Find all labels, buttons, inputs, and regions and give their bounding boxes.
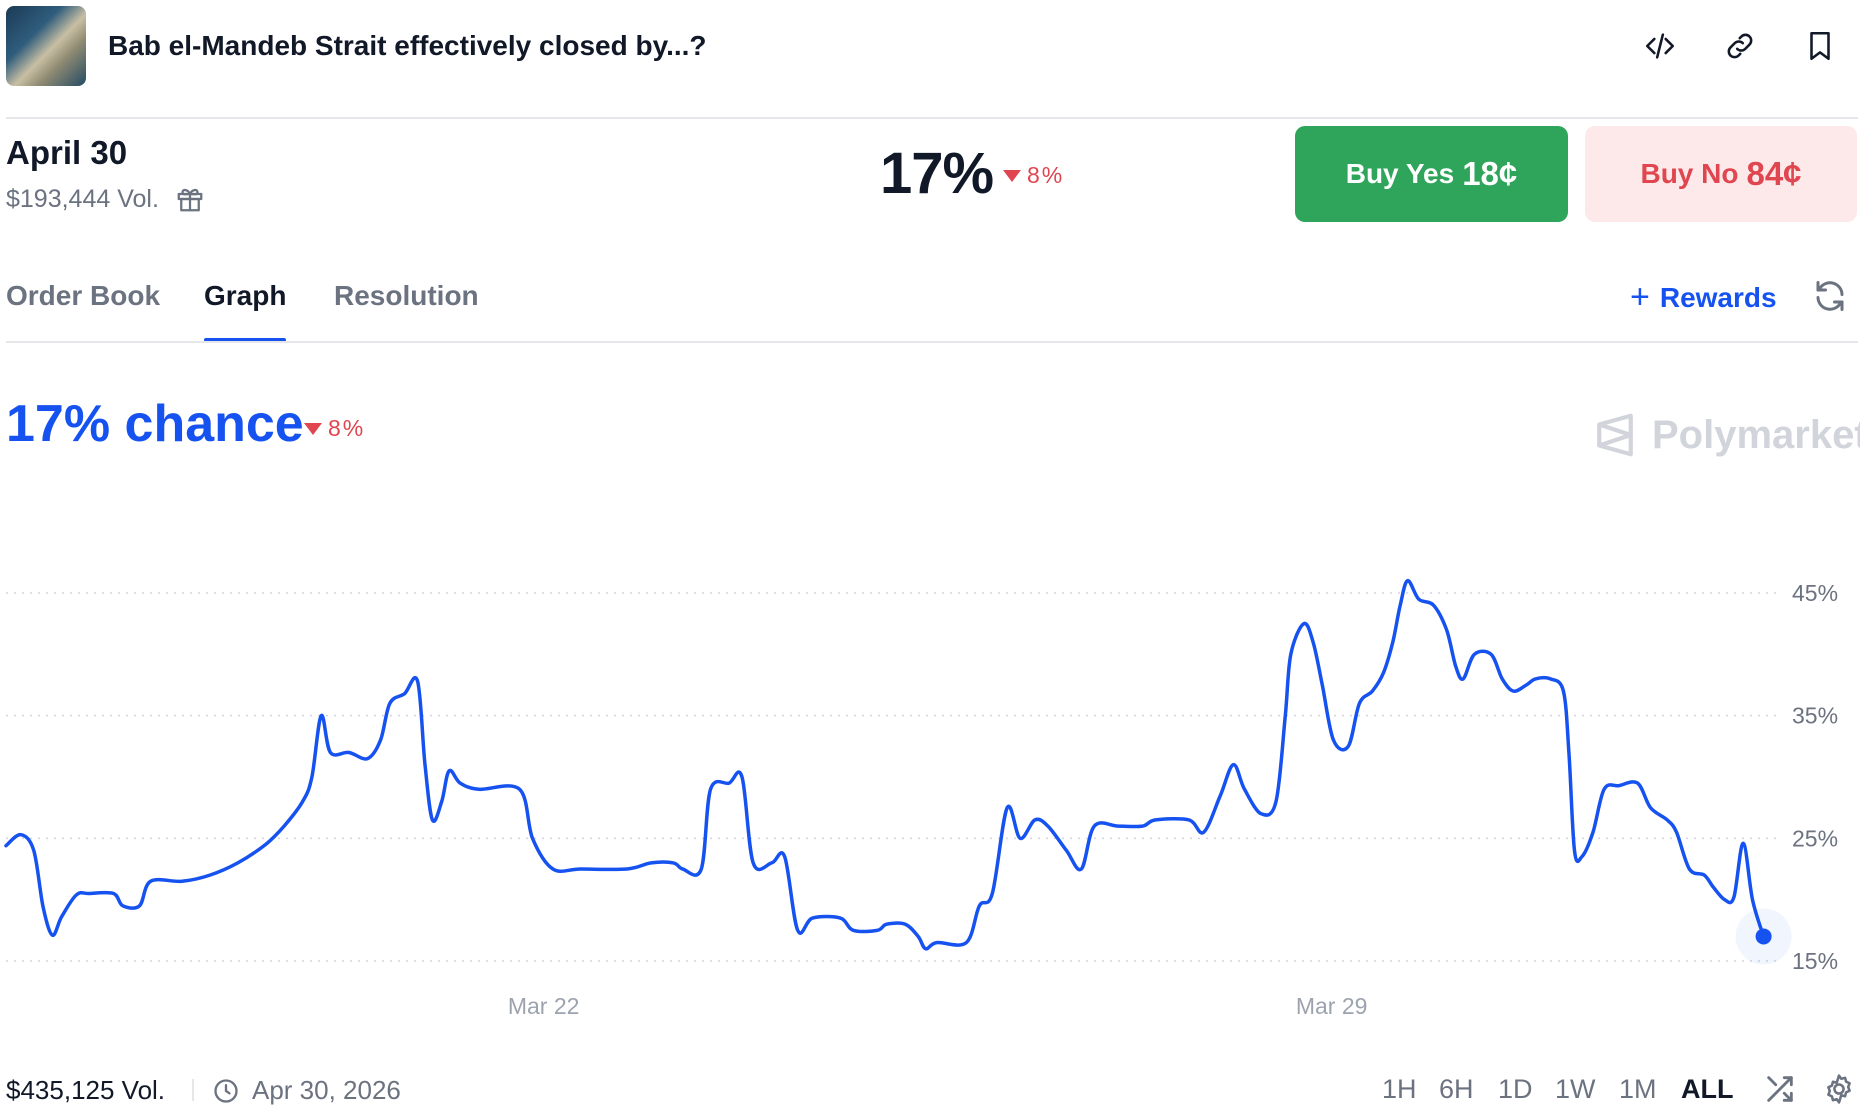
- market-title[interactable]: Bab el-Mandeb Strait effectively closed …: [108, 30, 707, 61]
- link-icon[interactable]: [1720, 26, 1760, 66]
- range-1h[interactable]: 1H: [1382, 1074, 1417, 1104]
- buy-no-price: 84¢: [1746, 155, 1802, 192]
- buy-no-button[interactable]: Buy No 84¢: [1585, 126, 1857, 222]
- settings-gear-icon[interactable]: [1822, 1072, 1856, 1106]
- header-divider: [6, 117, 1858, 119]
- chance-change-text: 8%: [328, 415, 366, 441]
- outcome-volume: $193,444 Vol.: [6, 184, 205, 214]
- y-tick-label: 25%: [1792, 825, 1838, 851]
- chance-change: 8%: [304, 415, 365, 442]
- y-tick-label: 45%: [1792, 580, 1838, 606]
- x-tick-label: Mar 22: [508, 993, 580, 1019]
- y-tick-label: 35%: [1792, 703, 1838, 729]
- range-6h[interactable]: 6H: [1439, 1074, 1474, 1104]
- footer-separator: [192, 1079, 194, 1101]
- active-tab-indicator: [204, 338, 286, 342]
- chance-heading: 17% chance: [6, 395, 304, 453]
- probability-change: 8%: [1003, 162, 1064, 189]
- x-tick-label: Mar 29: [1296, 993, 1368, 1019]
- buy-yes-price: 18¢: [1462, 155, 1518, 192]
- shuffle-icon[interactable]: [1763, 1072, 1797, 1106]
- tab-graph[interactable]: Graph: [204, 280, 287, 311]
- embed-icon[interactable]: [1640, 26, 1680, 66]
- tab-resolution[interactable]: Resolution: [334, 280, 479, 311]
- market-thumbnail: [6, 6, 86, 86]
- polymarket-wordmark: Polymarket: [1652, 412, 1860, 457]
- tab-order-book[interactable]: Order Book: [6, 280, 161, 311]
- rewards-label: Rewards: [1659, 281, 1777, 313]
- refresh-icon[interactable]: [1812, 278, 1848, 314]
- end-date-text: Apr 30, 2026: [252, 1075, 401, 1105]
- down-triangle-icon: [1003, 169, 1021, 182]
- total-volume: $435,125 Vol.: [6, 1075, 166, 1105]
- polymarket-logo-icon: [1597, 413, 1633, 457]
- buy-no-label: Buy No: [1640, 158, 1739, 189]
- down-triangle-icon: [304, 422, 322, 435]
- bookmark-icon[interactable]: [1800, 26, 1840, 66]
- buy-yes-label: Buy Yes: [1345, 158, 1455, 189]
- probability-chart[interactable]: 45% 35% 25% 15% Mar 22 Mar 29: [0, 560, 1860, 1020]
- rewards-button[interactable]: + Rewards: [1630, 278, 1777, 317]
- gift-icon[interactable]: [175, 184, 205, 214]
- current-probability: 17%: [880, 141, 994, 206]
- end-point-marker[interactable]: [1755, 928, 1772, 945]
- series-line: [4, 578, 1766, 951]
- end-date: Apr 30, 2026: [212, 1075, 401, 1106]
- outcome-date: April 30: [6, 134, 128, 171]
- polymarket-watermark: Polymarket: [1594, 412, 1860, 458]
- range-1d[interactable]: 1D: [1498, 1074, 1533, 1104]
- tabs-divider: [6, 341, 1858, 343]
- buy-yes-button[interactable]: Buy Yes 18¢: [1295, 126, 1568, 222]
- y-tick-label: 15%: [1792, 948, 1838, 974]
- range-1w[interactable]: 1W: [1555, 1074, 1596, 1104]
- plus-icon: +: [1630, 278, 1650, 316]
- probability-change-text: 8%: [1027, 162, 1065, 188]
- outcome-volume-text: $193,444 Vol.: [6, 184, 159, 213]
- clock-icon: [214, 1078, 238, 1103]
- range-all[interactable]: ALL: [1681, 1074, 1734, 1104]
- range-1m[interactable]: 1M: [1619, 1074, 1657, 1104]
